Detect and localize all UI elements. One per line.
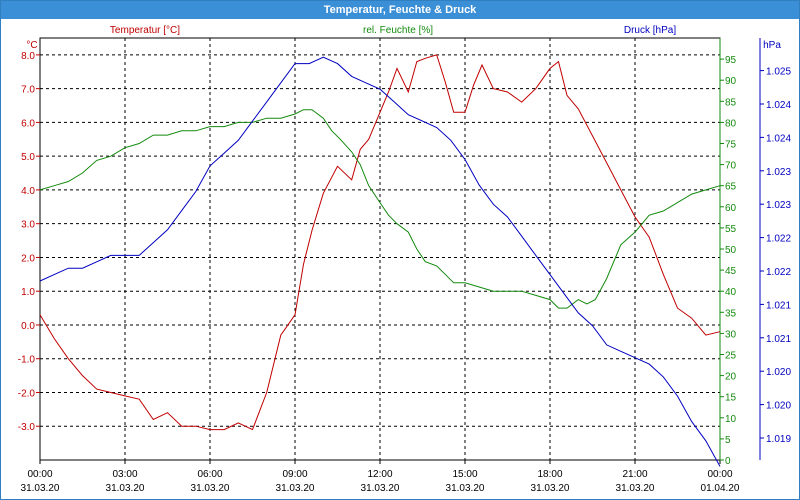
x-tick-date-label: 31.03.20 — [276, 483, 315, 494]
x-tick-date-label: 31.03.20 — [531, 483, 570, 494]
press-tick-label: 1.024 — [766, 133, 791, 144]
press-tick-label: 1.025 — [766, 67, 791, 78]
hum-tick-label: 70 — [725, 161, 737, 172]
x-tick-date-label: 31.03.20 — [21, 483, 60, 494]
left-tick-label: 4.0 — [21, 186, 35, 197]
press-tick-label: 1.019 — [766, 434, 791, 445]
series-label: rel. Feuchte [%] — [363, 25, 433, 36]
hum-tick-label: 5 — [725, 435, 731, 446]
series-lines — [39, 54, 721, 467]
hum-tick-label: 60 — [725, 203, 737, 214]
x-tick-date-label: 31.03.20 — [191, 483, 230, 494]
left-tick-label: 6.0 — [21, 118, 35, 129]
left-tick-label: 2.0 — [21, 253, 35, 264]
window-title: Temperatur, Feuchte & Druck — [1, 1, 799, 19]
plot-frame — [39, 37, 761, 461]
x-tick-time-label: 00:00 — [27, 469, 52, 480]
left-tick-label: 5.0 — [21, 152, 35, 163]
pressure-line — [39, 56, 721, 467]
hum-tick-label: 45 — [725, 266, 737, 277]
press-tick-label: 1.020 — [766, 367, 791, 378]
left-tick-label: 8.0 — [21, 51, 35, 62]
temperature-line — [39, 54, 721, 431]
series-label: Druck [hPa] — [624, 25, 676, 36]
left-tick-label: 7.0 — [21, 85, 35, 96]
press-tick-label: 1.023 — [766, 200, 791, 211]
x-tick-time-label: 18:00 — [537, 469, 562, 480]
x-tick-time-label: 15:00 — [452, 469, 477, 480]
hum-tick-label: 25 — [725, 351, 737, 362]
hum-tick-label: 20 — [725, 372, 737, 383]
x-tick-date-label: 01.04.20 — [701, 483, 740, 494]
x-tick-date-label: 31.03.20 — [361, 483, 400, 494]
press-tick-label: 1.020 — [766, 401, 791, 412]
hum-tick-label: 95 — [725, 55, 737, 66]
press-tick-label: 1.021 — [766, 300, 791, 311]
press-tick-label: 1.023 — [766, 167, 791, 178]
series-label: Temperatur [°C] — [110, 25, 180, 36]
hum-tick-label: 85 — [725, 97, 737, 108]
left-tick-label: 3.0 — [21, 220, 35, 231]
series-labels: Temperatur [°C] rel. Feuchte [%] Druck [hP… — [110, 25, 676, 36]
left-tick-label: 1.0 — [21, 287, 35, 298]
hum-tick-label: 55 — [725, 224, 737, 235]
x-tick-date-label: 31.03.20 — [616, 483, 655, 494]
left-axis-unit: °C — [26, 40, 37, 51]
hum-tick-label: 75 — [725, 140, 737, 151]
left-tick-label: 0.0 — [21, 321, 35, 332]
x-tick-time-label: 00:00 — [707, 469, 732, 480]
hum-tick-label: 90 — [725, 76, 737, 87]
left-tick-label: -2.0 — [18, 388, 36, 399]
x-tick-time-label: 21:00 — [622, 469, 647, 480]
x-tick-time-label: 06:00 — [197, 469, 222, 480]
x-tick-time-label: 09:00 — [282, 469, 307, 480]
press-tick-label: 1.021 — [766, 334, 791, 345]
hum-tick-label: 10 — [725, 414, 737, 425]
right2-axis-unit: hPa — [763, 40, 781, 51]
x-tick-time-label: 12:00 — [367, 469, 392, 480]
hum-tick-label: 35 — [725, 308, 737, 319]
x-tick-time-label: 03:00 — [112, 469, 137, 480]
axis-ticks: 00:00 31.03.20 03:00 31.03.20 06:00 31.03.20 0… — [18, 40, 792, 494]
grid-lines — [40, 38, 720, 460]
x-tick-date-label: 31.03.20 — [446, 483, 485, 494]
hum-tick-label: 15 — [725, 393, 737, 404]
left-tick-label: -1.0 — [18, 355, 36, 366]
press-tick-label: 1.022 — [766, 234, 791, 245]
hum-tick-label: 30 — [725, 329, 737, 340]
hum-tick-label: 50 — [725, 245, 737, 256]
hum-tick-label: 40 — [725, 287, 737, 298]
hum-tick-label: 80 — [725, 118, 737, 129]
press-tick-label: 1.022 — [766, 267, 791, 278]
hum-tick-label: 65 — [725, 182, 737, 193]
hum-tick-label: 0 — [725, 456, 731, 467]
press-tick-label: 1.024 — [766, 100, 791, 111]
humidity-line — [39, 109, 721, 309]
left-tick-label: -3.0 — [18, 422, 36, 433]
x-tick-date-label: 31.03.20 — [106, 483, 145, 494]
